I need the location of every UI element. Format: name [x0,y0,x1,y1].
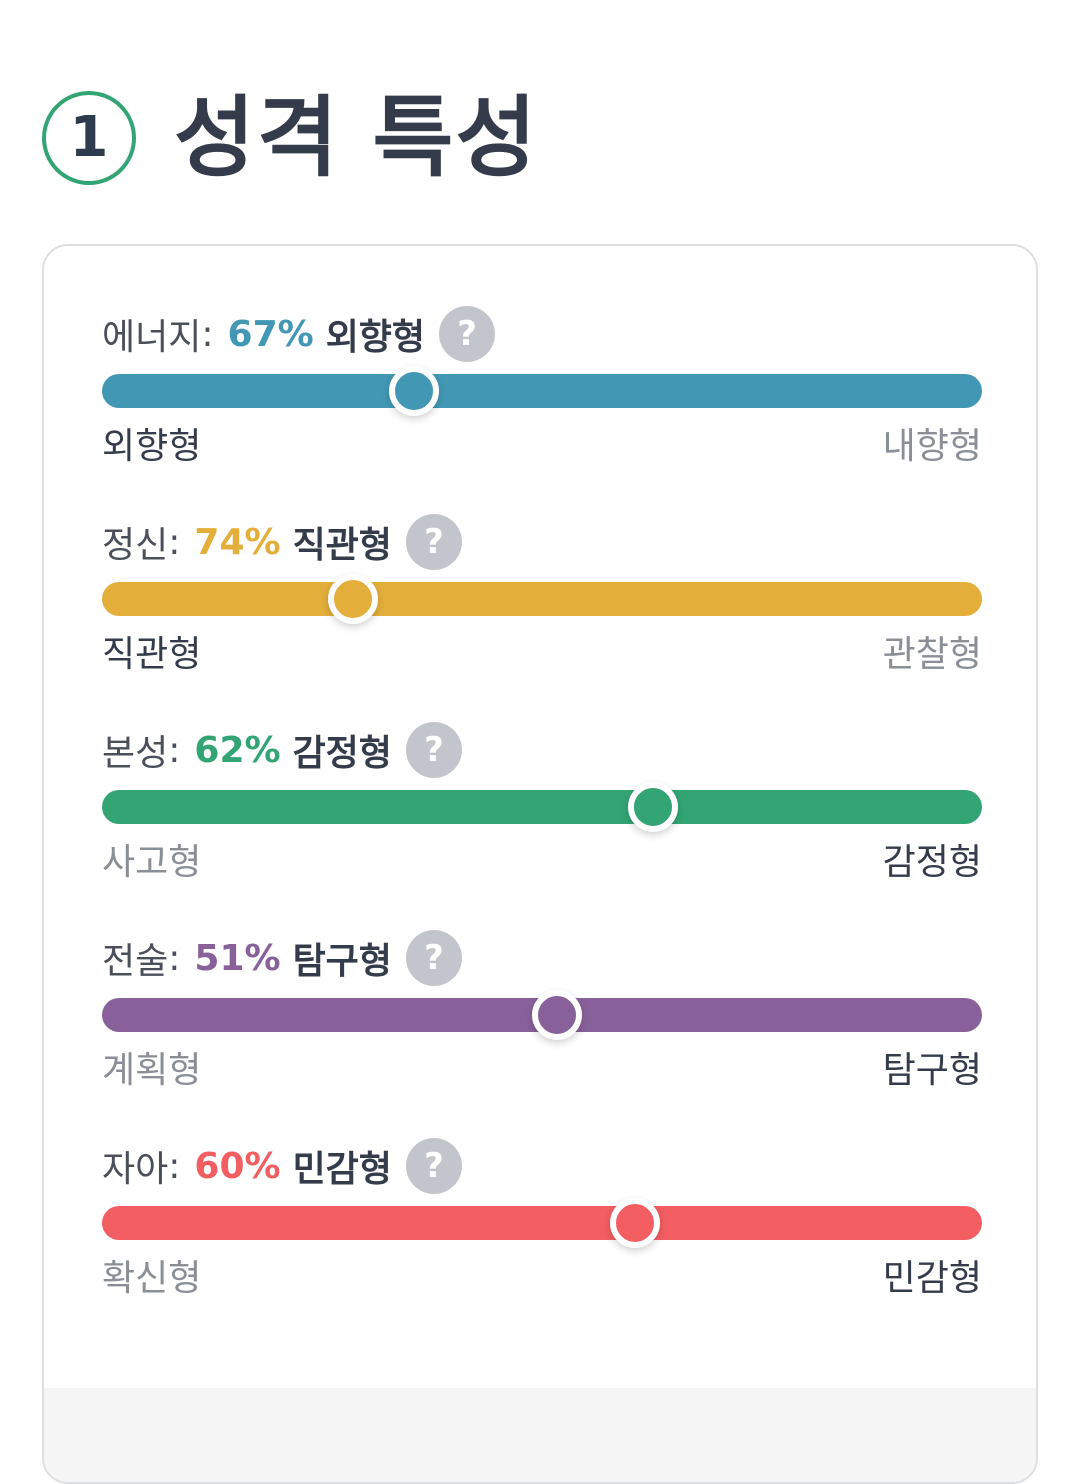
trait-percent: 74% [194,521,281,563]
trait-header: 자아 : 60% 민감형 ? [102,1136,462,1196]
trait-header: 정신 : 74% 직관형 ? [102,512,462,572]
trait-identity: 자아 : 60% 민감형 ? 확신형 민감형 [102,1136,982,1316]
trait-name: 에너지 [102,317,202,358]
trait-colon: : [168,729,181,771]
trait-slider-track [102,366,982,416]
trait-percent: 67% [227,313,314,355]
trait-energy: 에너지 : 67% 외향형 ? 외향형 내향형 [102,304,982,484]
trait-header: 전술 : 51% 탐구형 ? [102,928,462,988]
trait-right-label: 관찰형 [882,634,982,675]
trait-slider-track [102,990,982,1040]
trait-colon: : [201,313,214,355]
trait-percent: 51% [194,937,281,979]
trait-colon: : [168,1145,181,1187]
trait-slider-knob [627,782,678,832]
trait-left-label: 확신형 [102,1258,202,1299]
trait-slider-track [102,574,982,624]
trait-right-label: 민감형 [882,1258,982,1299]
question-circle-icon[interactable]: ? [405,722,462,778]
trait-colon: : [168,521,181,563]
trait-percent: 60% [194,1145,281,1187]
question-circle-icon[interactable]: ? [405,1138,462,1194]
trait-left-label: 사고형 [102,842,202,883]
trait-type: 외향형 [325,317,426,358]
trait-left-label: 직관형 [102,634,202,675]
trait-right-label: 감정형 [882,842,982,883]
trait-mind: 정신 : 74% 직관형 ? 직관형 관찰형 [102,512,982,692]
trait-percent: 62% [194,729,281,771]
trait-slider-track [102,1198,982,1248]
trait-nature: 본성 : 62% 감정형 ? 사고형 감정형 [102,720,982,900]
trait-name: 전술 [102,941,169,982]
trait-type: 감정형 [292,733,392,774]
question-circle-icon[interactable]: ? [405,514,462,570]
section-number-badge: 1 [42,91,136,185]
trait-slider-track [102,782,982,832]
trait-right-label: 내향형 [882,426,982,467]
trait-slider-knob [610,1198,661,1248]
trait-header: 본성 : 62% 감정형 ? [102,720,462,780]
trait-name: 본성 [102,733,169,774]
trait-slider-knob [327,574,378,624]
card-footer [44,1388,1036,1482]
trait-tactics: 전술 : 51% 탐구형 ? 계획형 탐구형 [102,928,982,1108]
trait-type: 민감형 [292,1149,392,1190]
trait-type: 직관형 [292,525,392,566]
question-circle-icon[interactable]: ? [405,930,462,986]
trait-left-label: 계획형 [102,1050,202,1091]
trait-left-label: 외향형 [102,426,202,467]
trait-name: 정신 [102,525,169,566]
trait-right-label: 탐구형 [882,1050,982,1091]
traits-card: 에너지 : 67% 외향형 ? 외향형 내향형 정신 : 74% 직관형 ? 직… [42,244,1038,1484]
trait-colon: : [168,937,181,979]
trait-slider-knob [389,366,440,416]
question-circle-icon[interactable]: ? [439,306,496,362]
trait-type: 탐구형 [292,941,392,982]
trait-slider-knob [531,990,582,1040]
trait-name: 자아 [102,1149,169,1190]
section-header: 1 성격 특성 [42,88,538,188]
section-title: 성격 특성 [174,86,539,189]
trait-header: 에너지 : 67% 외향형 ? [102,304,496,364]
